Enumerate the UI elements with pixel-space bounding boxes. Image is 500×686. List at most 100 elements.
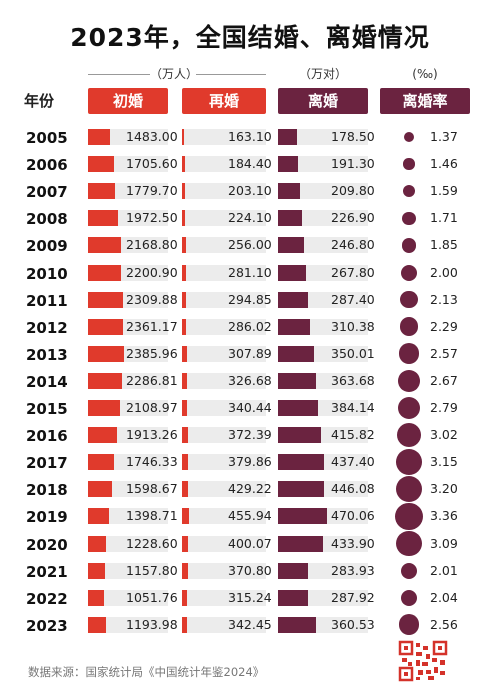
table-row: 2019 1398.71 455.94 470.06 3.36 (0, 502, 500, 531)
header-year: 年份 (24, 92, 55, 110)
remarriage-value: 294.85 (228, 291, 272, 307)
divorce-rate-value: 1.71 (430, 210, 458, 226)
remarriage-value: 379.86 (228, 454, 272, 470)
table-row: 2010 2200.90 281.10 267.80 2.00 (0, 260, 500, 287)
remarriage-track (182, 237, 266, 254)
divorce-bar (278, 264, 306, 281)
divorce-bar (278, 454, 324, 471)
year-label: 2006 (26, 156, 68, 175)
first-marriage-track (88, 291, 168, 308)
first-marriage-track (88, 372, 168, 389)
first-marriage-bar (88, 237, 121, 254)
divorce-rate-value: 3.20 (430, 481, 458, 497)
first-marriage-track (88, 237, 168, 254)
divorce-bar (278, 210, 302, 227)
year-label: 2011 (26, 291, 68, 310)
divorce-track (278, 156, 368, 173)
unit-rate: (‰) (412, 67, 438, 81)
table-row: 2014 2286.81 326.68 363.68 2.67 (0, 368, 500, 395)
first-marriage-value: 1779.70 (126, 183, 178, 199)
remarriage-bar (182, 183, 186, 200)
divorce-value: 433.90 (331, 535, 375, 551)
remarriage-value: 184.40 (228, 156, 272, 172)
year-label: 2019 (26, 508, 68, 527)
unit-divorce: （万对） (298, 67, 347, 81)
first-marriage-value: 1398.71 (126, 508, 178, 524)
year-label: 2020 (26, 535, 68, 554)
divorce-track (278, 562, 368, 579)
year-label: 2007 (26, 183, 68, 202)
first-marriage-bar (88, 129, 111, 145)
first-marriage-value: 2200.90 (126, 264, 178, 280)
divorce-rate-value: 3.02 (430, 427, 458, 443)
divorce-value: 470.06 (331, 508, 375, 524)
remarriage-bar (182, 210, 186, 227)
divorce-value: 178.50 (331, 129, 375, 144)
year-label: 2018 (26, 481, 68, 500)
table-row: 2009 2168.80 256.00 246.80 1.85 (0, 232, 500, 259)
divorce-bar (278, 156, 298, 173)
divorce-value: 287.40 (331, 291, 375, 307)
remarriage-bar (182, 481, 189, 498)
first-marriage-bar (88, 291, 123, 308)
divorce-rate-bubble (398, 370, 420, 392)
first-marriage-bar (88, 589, 104, 606)
first-marriage-value: 1483.00 (126, 129, 178, 144)
remarriage-track (182, 210, 266, 227)
remarriage-bar (182, 400, 188, 416)
divorce-value: 267.80 (331, 264, 375, 280)
year-label: 2021 (26, 562, 68, 581)
divorce-rate-bubble (395, 502, 423, 531)
year-label: 2013 (26, 345, 68, 364)
table-row: 2018 1598.67 429.22 446.08 3.20 (0, 476, 500, 503)
remarriage-bar (182, 562, 188, 579)
remarriage-value: 340.44 (228, 400, 272, 415)
remarriage-track (182, 318, 266, 335)
remarriage-value: 281.10 (228, 264, 272, 280)
remarriage-value: 370.80 (228, 562, 272, 578)
remarriage-track (182, 183, 266, 200)
remarriage-bar (182, 454, 188, 471)
divorce-bar (278, 427, 322, 444)
first-marriage-value: 2286.81 (126, 372, 178, 388)
first-marriage-bar (88, 562, 106, 579)
header-first-marriage: 初婚 (88, 88, 168, 114)
header-divorce-rate: 离婚率 (380, 88, 470, 114)
remarriage-value: 372.39 (228, 427, 272, 443)
first-marriage-bar (88, 210, 118, 227)
first-marriage-track (88, 454, 168, 471)
divorce-bar (278, 183, 300, 200)
remarriage-track (182, 156, 266, 173)
first-marriage-bar (88, 156, 114, 173)
year-label: 2015 (26, 400, 68, 418)
remarriage-bar (182, 129, 185, 145)
chart-title: 2023年，全国结婚、离婚情况 (70, 23, 430, 52)
divorce-rate-bubble (403, 158, 415, 170)
remarriage-track (182, 400, 266, 416)
first-marriage-value: 2168.80 (126, 237, 178, 253)
remarriage-track (182, 291, 266, 308)
remarriage-value: 307.89 (228, 345, 272, 361)
divorce-value: 191.30 (331, 156, 375, 172)
divorce-track (278, 589, 368, 606)
divorce-value: 384.14 (331, 400, 375, 415)
remarriage-value: 256.00 (228, 237, 272, 253)
first-marriage-track (88, 427, 168, 444)
remarriage-track (182, 481, 266, 498)
qr-code-icon (398, 640, 448, 682)
divorce-track (278, 264, 368, 281)
divorce-bar (278, 129, 297, 145)
divorce-value: 415.82 (331, 427, 375, 443)
divorce-rate-value: 2.00 (430, 264, 458, 280)
divorce-track (278, 427, 368, 444)
divorce-bar (278, 318, 311, 335)
year-label: 2023 (26, 616, 68, 635)
table-row: 2008 1972.50 224.10 226.90 1.71 (0, 205, 500, 232)
divorce-track (278, 481, 368, 498)
first-marriage-bar (88, 508, 109, 525)
divorce-rate-value: 2.04 (430, 589, 458, 605)
divorce-value: 437.40 (331, 454, 375, 470)
divorce-rate-bubble (398, 343, 420, 365)
remarriage-bar (182, 264, 187, 281)
first-marriage-track (88, 156, 168, 173)
